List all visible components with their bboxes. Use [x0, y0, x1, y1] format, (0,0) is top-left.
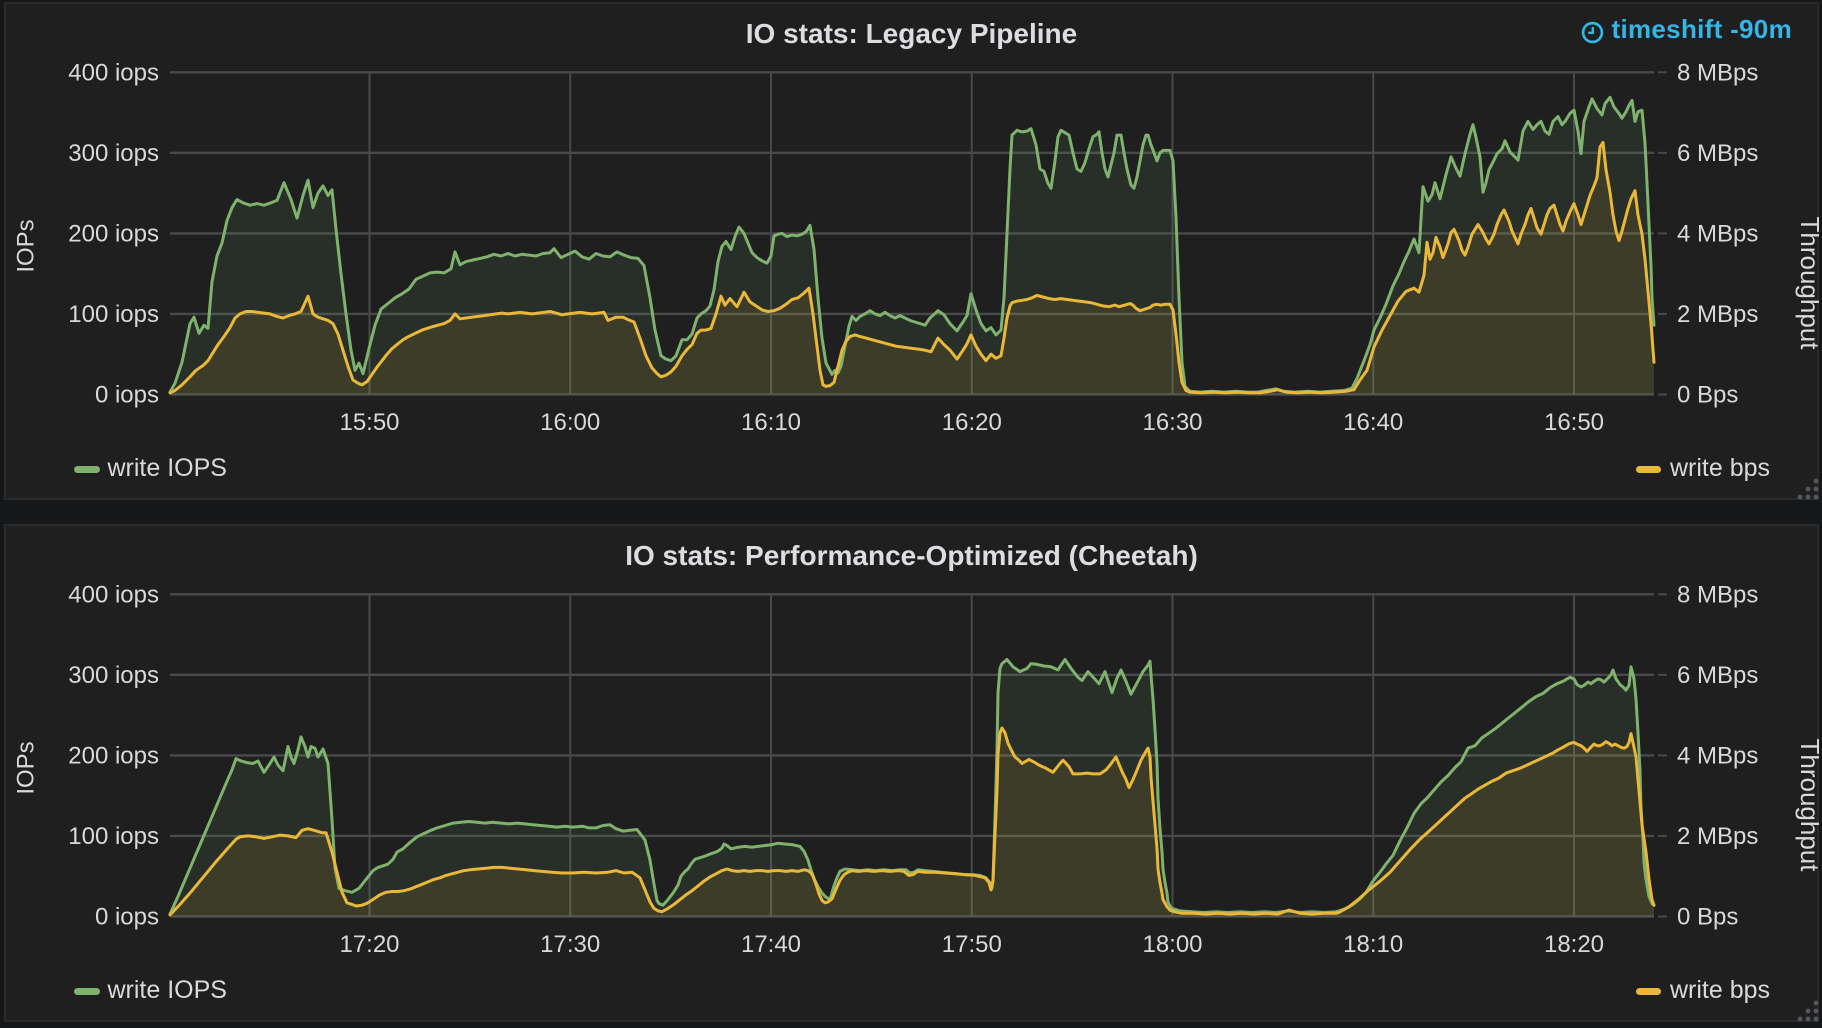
svg-text:300 iops: 300 iops: [68, 140, 159, 167]
svg-text:write bps: write bps: [1669, 454, 1770, 482]
svg-text:17:20: 17:20: [339, 931, 399, 958]
svg-text:0 Bps: 0 Bps: [1677, 904, 1738, 931]
svg-text:Throughput: Throughput: [1795, 739, 1819, 873]
svg-text:4 MBps: 4 MBps: [1677, 220, 1758, 247]
svg-text:400 iops: 400 iops: [68, 581, 159, 608]
svg-text:0 iops: 0 iops: [95, 382, 159, 409]
svg-text:16:40: 16:40: [1343, 409, 1403, 436]
svg-text:200 iops: 200 iops: [68, 220, 159, 247]
svg-text:write IOPS: write IOPS: [107, 454, 227, 482]
svg-text:16:30: 16:30: [1142, 409, 1202, 436]
svg-text:0 Bps: 0 Bps: [1677, 382, 1738, 409]
svg-text:17:30: 17:30: [540, 931, 600, 958]
svg-text:0 iops: 0 iops: [95, 904, 159, 931]
svg-text:100 iops: 100 iops: [68, 823, 159, 850]
svg-text:16:10: 16:10: [741, 409, 801, 436]
svg-text:2 MBps: 2 MBps: [1677, 301, 1758, 328]
svg-text:15:50: 15:50: [339, 409, 399, 436]
svg-text:Throughput: Throughput: [1795, 217, 1819, 351]
svg-text:8 MBps: 8 MBps: [1677, 581, 1758, 608]
svg-text:16:50: 16:50: [1544, 409, 1604, 436]
svg-text:2 MBps: 2 MBps: [1677, 823, 1758, 850]
svg-text:6 MBps: 6 MBps: [1677, 140, 1758, 167]
svg-text:100 iops: 100 iops: [68, 301, 159, 328]
svg-text:17:50: 17:50: [942, 931, 1002, 958]
svg-text:8 MBps: 8 MBps: [1677, 59, 1758, 86]
svg-text:6 MBps: 6 MBps: [1677, 662, 1758, 689]
svg-text:write bps: write bps: [1669, 976, 1770, 1004]
svg-text:16:20: 16:20: [942, 409, 1002, 436]
svg-text:IOPs: IOPs: [13, 741, 40, 794]
svg-text:16:00: 16:00: [540, 409, 600, 436]
svg-text:300 iops: 300 iops: [68, 662, 159, 689]
svg-text:17:40: 17:40: [741, 931, 801, 958]
svg-text:18:10: 18:10: [1343, 931, 1403, 958]
svg-text:200 iops: 200 iops: [68, 742, 159, 769]
svg-text:400 iops: 400 iops: [68, 59, 159, 86]
svg-text:18:00: 18:00: [1142, 931, 1202, 958]
svg-text:18:20: 18:20: [1544, 931, 1604, 958]
svg-text:write IOPS: write IOPS: [107, 976, 227, 1004]
svg-text:IOPs: IOPs: [13, 219, 40, 272]
svg-text:4 MBps: 4 MBps: [1677, 742, 1758, 769]
